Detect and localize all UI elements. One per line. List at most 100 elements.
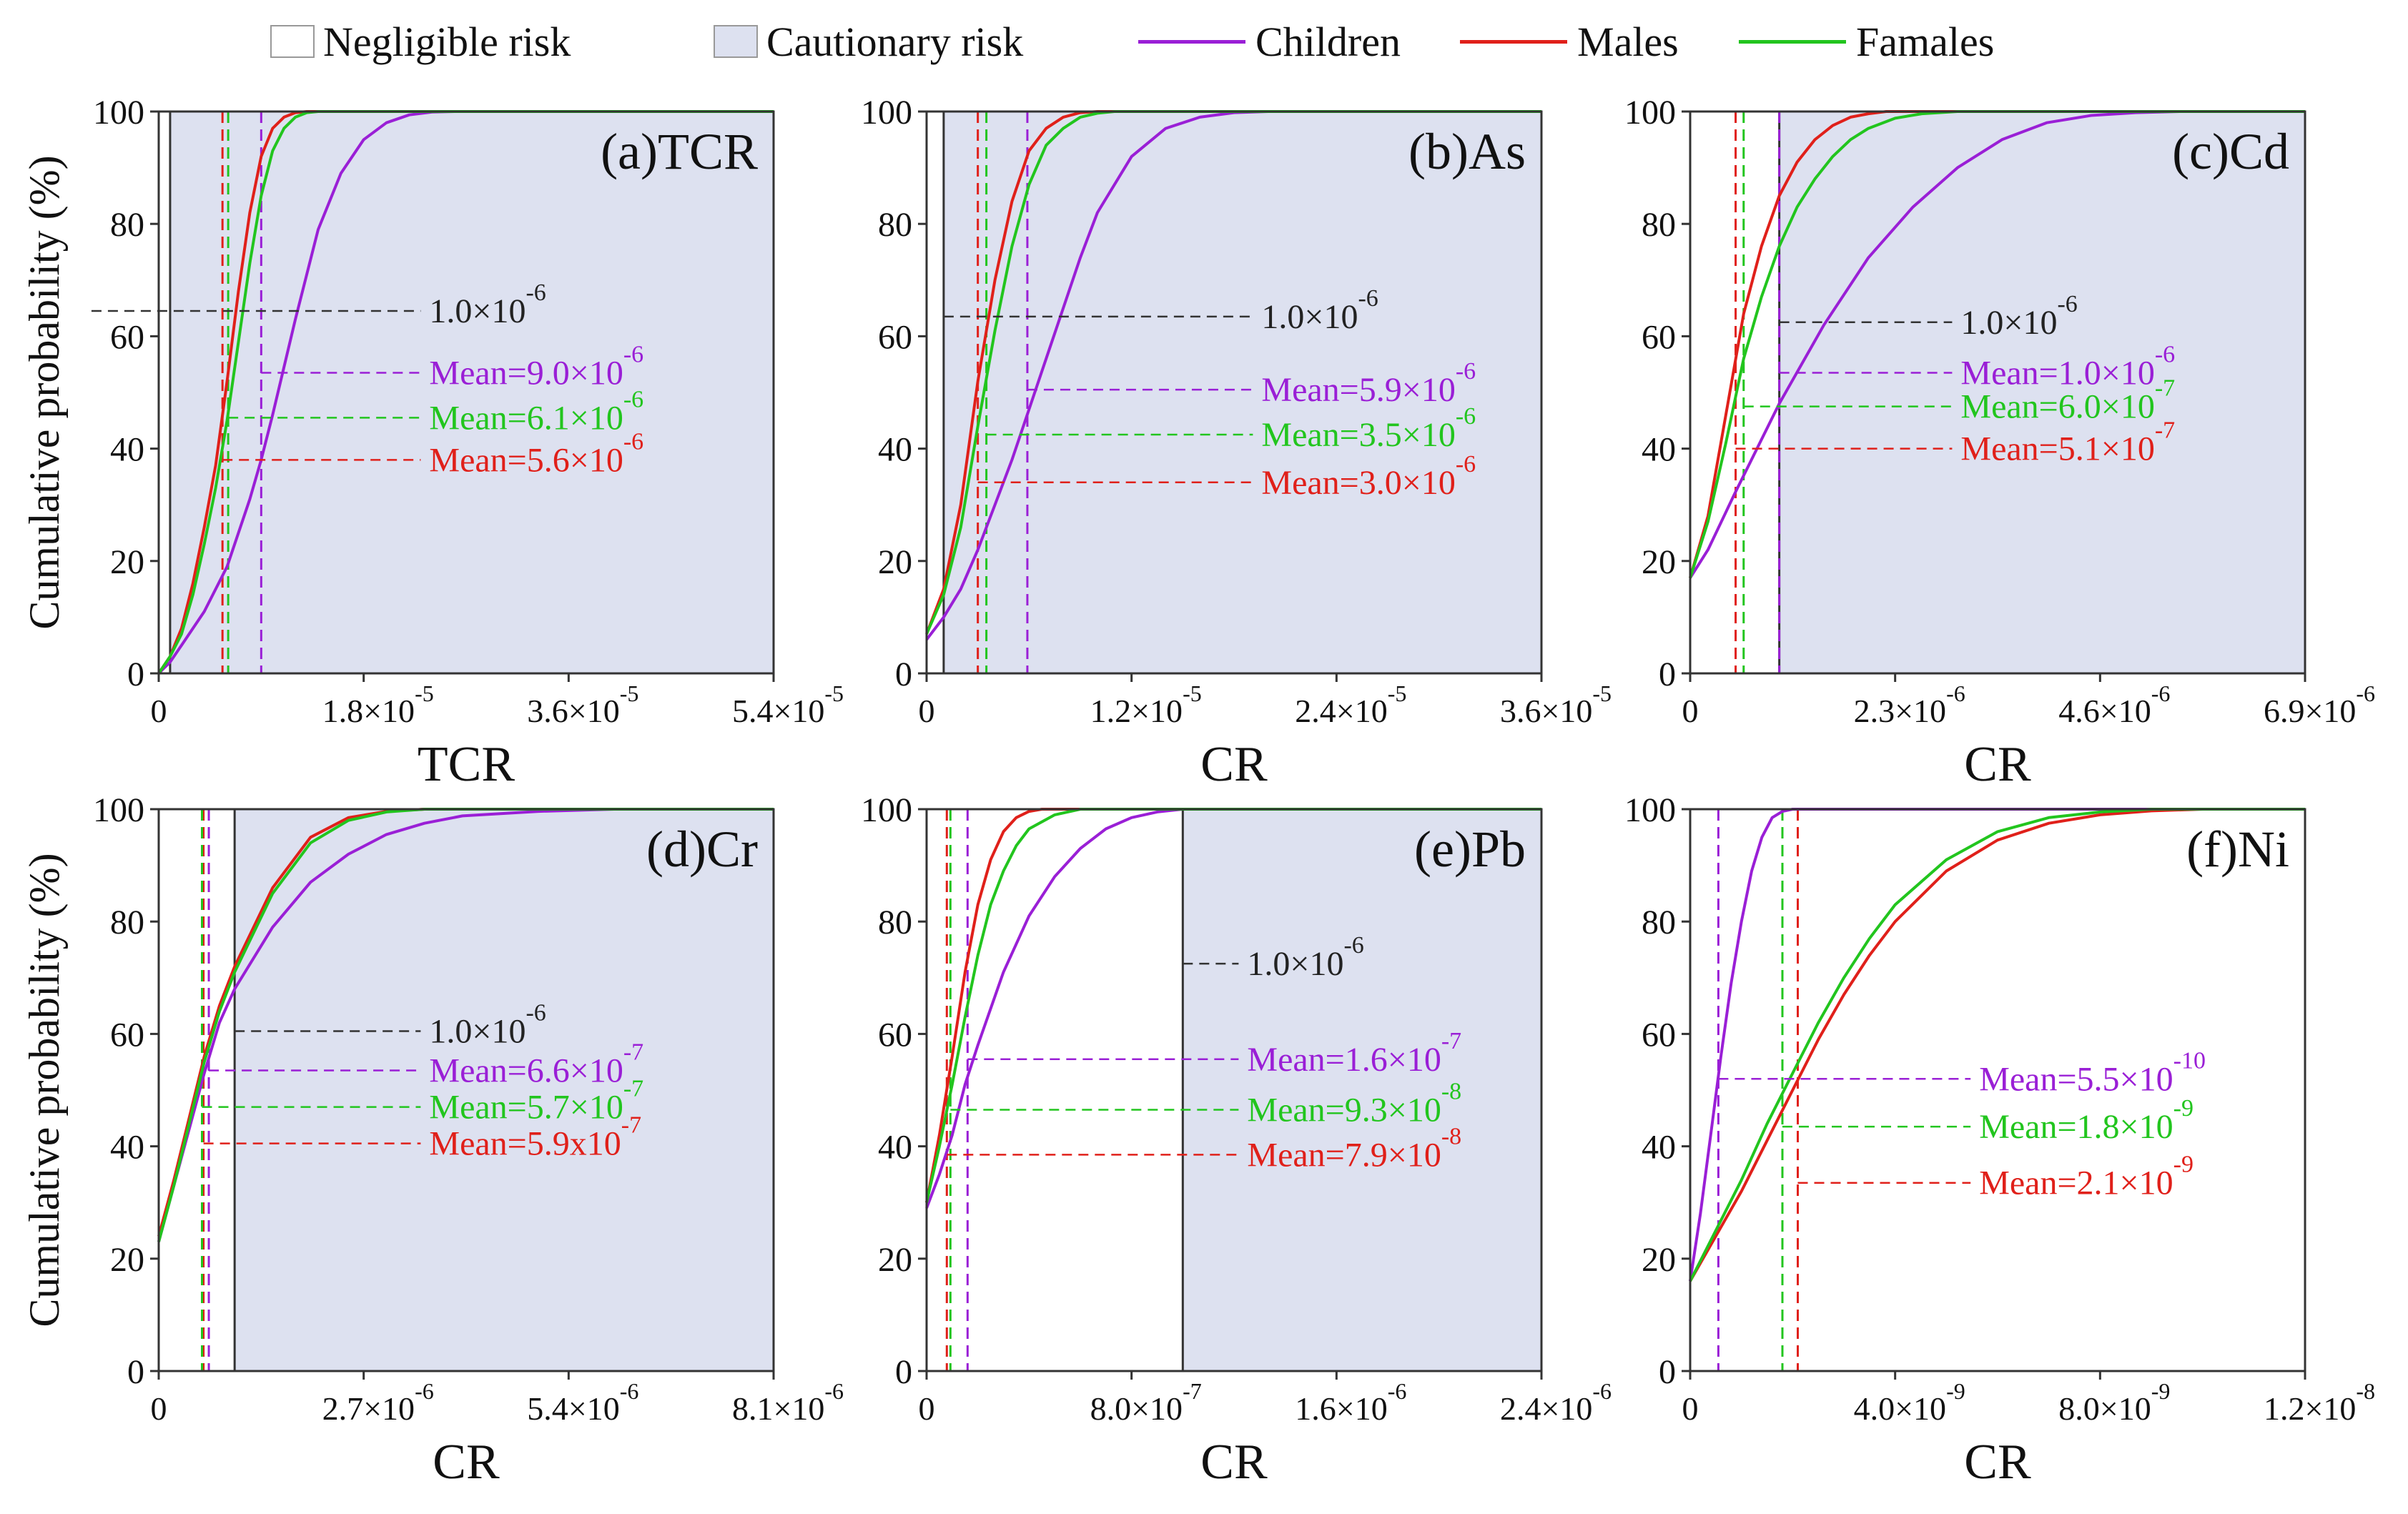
y-tick-label: 40 (878, 431, 912, 469)
x-tick-label: 1.2×10-5 (1090, 681, 1202, 729)
label-base: 8.0×10 (1090, 1390, 1183, 1427)
x-tick-label: 1.2×10-8 (2264, 1378, 2375, 1427)
label-base: Mean=2.1×10 (1979, 1164, 2173, 1202)
children-cdf-curve (925, 110, 1541, 641)
label-base: 2.7×10 (322, 1390, 415, 1427)
label-base: 2.3×10 (1854, 693, 1946, 729)
x-tick-label: 0 (919, 1390, 935, 1427)
plot-frame (925, 110, 1543, 675)
label-base: Mean=5.1×10 (1960, 430, 2154, 468)
threshold-label: 1.0×10-6 (1960, 291, 2077, 342)
label-base: 6.9×10 (2264, 693, 2356, 729)
label-exponent: -5 (415, 681, 434, 706)
y-tick-label: 0 (1659, 1353, 1676, 1391)
x-axis-title: CR (1200, 1435, 1268, 1490)
x-tick-label: 2.7×10-6 (322, 1378, 434, 1427)
legend-children-label: Children (1255, 18, 1401, 65)
chart-panel: Mean=5.5×10-10 Mean=2.1×10 -9 Mean=1.8×10-9… (1624, 791, 2375, 1490)
females-cdf-curve (1689, 808, 2305, 1282)
label-base: 5.4×10 (732, 693, 824, 729)
legend-females: Famales (1739, 16, 1994, 67)
label-exponent: -6 (1946, 681, 1965, 706)
cautionary-region (943, 112, 1541, 673)
label-exponent: -6 (525, 999, 546, 1026)
males-mean-label: Mean=5.6×10-6 (429, 428, 643, 479)
label-exponent: -6 (1592, 1378, 1612, 1404)
panel-label: (e)Pb (1414, 821, 1526, 878)
y-tick-label: 40 (878, 1129, 912, 1167)
threshold-label: 1.0×10-6 (1261, 285, 1378, 336)
children-mean-label: Mean=5.5×10-10 (1979, 1047, 2206, 1098)
label-exponent: -8 (1441, 1079, 1461, 1105)
children-cdf-curve (925, 808, 1541, 1209)
y-tick-label: 0 (127, 1353, 144, 1391)
legend-negligible-label: Negligible risk (323, 18, 571, 65)
x-tick-label: 5.4×10-6 (527, 1378, 638, 1427)
y-tick-label: 100 (1624, 94, 1676, 132)
chart-panel: 1.0×10-6Mean=5.9×10-6Mean=3.0×10-6Mean=3… (861, 94, 1612, 792)
x-tick-label: 0 (1682, 693, 1699, 729)
legend-cautionary-label: Cautionary risk (766, 18, 1024, 65)
x-tick-label: 5.4×10-5 (732, 681, 844, 729)
label-base: Mean=9.3×10 (1247, 1092, 1441, 1129)
plot-frame (925, 808, 1543, 1372)
x-tick-label: 1.8×10-5 (322, 681, 434, 729)
plot-frame (157, 110, 775, 675)
label-base: Mean=1.8×10 (1979, 1108, 2173, 1146)
y-tick-label: 100 (93, 94, 144, 132)
children-mean-label: Mean=5.9×10-6 (1261, 358, 1476, 409)
label-exponent: -5 (1592, 681, 1612, 706)
label-exponent: -6 (623, 386, 643, 412)
cautionary-region (235, 809, 774, 1371)
x-axis-title: CR (433, 1435, 500, 1490)
x-tick-label: 8.0×10-7 (1090, 1378, 1202, 1427)
x-tick-label: 2.4×10-6 (1500, 1378, 1612, 1427)
label-base: 5.4×10 (527, 1390, 619, 1427)
y-tick-label: 100 (93, 791, 144, 829)
label-exponent: -7 (621, 1112, 641, 1139)
label-exponent: -6 (525, 279, 546, 306)
label-base: Mean=1.0×10 (1960, 354, 2154, 392)
legend-children: Children (1138, 16, 1401, 67)
cautionary-region (1779, 112, 2305, 673)
label-exponent: -6 (1358, 285, 1378, 312)
label-base: 3.6×10 (527, 693, 619, 729)
y-tick-label: 40 (1642, 1129, 1676, 1167)
label-exponent: -6 (824, 1378, 844, 1404)
males-line-swatch (1460, 39, 1567, 44)
chart-panel: 1.0×10-6Mean=1.0×10-6Mean=5.1×10-7Mean=6… (1624, 94, 2375, 792)
y-axis-title: Cumulative probability (%) (21, 155, 68, 629)
label-base: Mean=1.6×10 (1247, 1041, 1441, 1079)
label-base: Mean=6.1×10 (429, 399, 623, 437)
cautionary-swatch (714, 25, 758, 58)
males-mean-label: Mean=5.1×10-7 (1960, 417, 2175, 468)
males-cdf-curve (1689, 110, 2305, 578)
label-base: Mean=5.9x10 (429, 1125, 621, 1163)
label-base: Mean=6.0×10 (1960, 388, 2154, 426)
cautionary-region (1183, 809, 1541, 1371)
children-mean-label: Mean=6.6×10-7 (429, 1039, 643, 1089)
label-exponent: -6 (415, 1378, 434, 1404)
x-axis-title: TCR (418, 737, 515, 792)
legend: Negligible risk Cautionary risk Children… (0, 0, 2408, 79)
label-base: 1.2×10 (2264, 1390, 2356, 1427)
y-tick-label: 100 (861, 94, 912, 132)
label-exponent: -9 (1946, 1378, 1965, 1404)
label-exponent: -8 (2356, 1378, 2375, 1404)
panel-label: (f)Ni (2186, 821, 2289, 878)
negligible-swatch (270, 25, 315, 58)
children-line-swatch (1138, 39, 1245, 44)
label-exponent: -6 (2057, 291, 2077, 317)
males-mean-label: Mean=5.9x10-7 (429, 1112, 641, 1163)
y-tick-label: 80 (110, 904, 144, 941)
label-base: Mean=3.0×10 (1261, 464, 1455, 502)
females-cdf-curve (157, 808, 774, 1242)
label-base: Mean=5.7×10 (429, 1089, 623, 1127)
y-tick-label: 80 (878, 904, 912, 941)
females-mean-label: Mean=1.8×10-9 (1979, 1095, 2194, 1146)
label-base: 1.0×10 (1960, 304, 2057, 342)
x-tick-label: 0 (151, 1390, 167, 1427)
females-mean-label: Mean=6.0×10-7 (1960, 375, 2175, 426)
y-tick-label: 20 (110, 543, 144, 581)
